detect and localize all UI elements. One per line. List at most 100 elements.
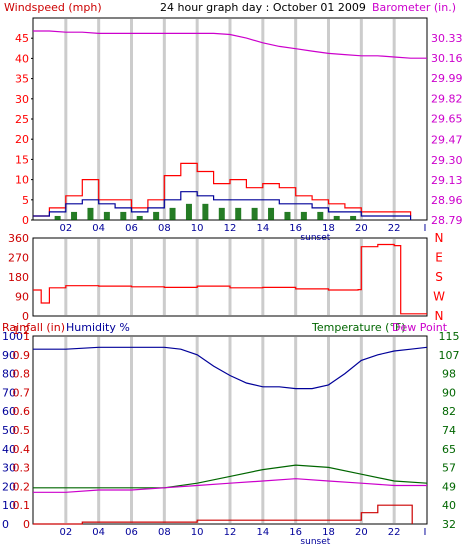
wind-average-line [33, 191, 412, 220]
rain-tick-label: 0.2 [13, 480, 31, 493]
panel-direction-frame [32, 237, 428, 317]
humidity-tick-label: 40 [2, 443, 16, 456]
temperature-tick-label: 115 [439, 330, 460, 343]
rain-tick-label: 0.4 [13, 443, 31, 456]
x-tick-label: 12 [224, 527, 237, 538]
wind-tick-label: 10 [15, 174, 29, 187]
x-tick-label: I [424, 223, 427, 234]
chart-title: 24 hour graph day : October 01 2009 [160, 1, 366, 14]
humidity-tick-label: 70 [2, 386, 16, 399]
wind-tick-label: 15 [15, 153, 29, 166]
baro-tick-label: 30.16 [431, 52, 463, 65]
temperature-tick-label: 57 [442, 462, 456, 475]
temperature-tick-label: 74 [442, 424, 456, 437]
wind-tick-label: 0 [22, 214, 29, 227]
baro-tick-label: 30.33 [431, 32, 463, 45]
x-tick-label: 20 [355, 527, 368, 538]
direction-tick-label: 270 [8, 252, 29, 265]
humidity-tick-label: 100 [2, 330, 23, 343]
rain-tick-label: 0.6 [13, 405, 31, 418]
rain-tick-label: 0.5 [13, 424, 31, 437]
sunset-marker-label: sunset [300, 537, 330, 547]
x-tick-label: 14 [256, 223, 269, 234]
wind-tick-label: 40 [15, 52, 29, 65]
rain-tick-label: 0.9 [13, 349, 31, 362]
x-tick-label: 18 [322, 223, 335, 234]
temperature-tick-label: 49 [442, 480, 456, 493]
rainfall-axis-title: Rainfall (in) [2, 321, 65, 334]
baro-tick-label: 29.13 [431, 174, 463, 187]
direction-tick-label: 90 [15, 291, 29, 304]
baro-tick-label: 28.79 [431, 214, 463, 227]
humidity-tick-label: 0 [2, 518, 9, 531]
rain-tick-label: 0.1 [13, 499, 31, 512]
rain-tick-label: 0.8 [13, 368, 31, 381]
baro-tick-label: 29.65 [431, 112, 463, 125]
rain-tick-label: 0.3 [13, 462, 31, 475]
compass-tick-label: W [433, 290, 445, 304]
series-layer [33, 30, 428, 525]
wind-tick-label: 5 [22, 194, 29, 207]
x-tick-label: 14 [256, 527, 269, 538]
x-tick-label: 06 [125, 223, 138, 234]
humidity-tick-label: 50 [2, 424, 16, 437]
barometer-axis-title: Barometer (in.) [372, 1, 456, 14]
humidity-tick-label: 60 [2, 405, 16, 418]
humidity-tick-label: 20 [2, 480, 16, 493]
direction-tick-label: 180 [8, 271, 29, 284]
compass-tick-label: N [435, 309, 444, 323]
x-tick-label: 10 [191, 223, 204, 234]
rain-tick-label: 0.7 [13, 386, 31, 399]
x-tick-label: 16 [289, 527, 302, 538]
x-tick-label: 12 [224, 223, 237, 234]
x-tick-label: 22 [388, 223, 401, 234]
dewpoint-axis-title: Dew Point [392, 321, 448, 334]
temperature-axis-title: Temperature (°F) [311, 321, 406, 334]
baro-tick-label: 29.82 [431, 92, 463, 105]
x-tick-label: I [424, 527, 427, 538]
rain-tick-label: 0 [23, 518, 30, 531]
x-tick-label: 04 [92, 223, 105, 234]
temperature-tick-label: 107 [439, 349, 460, 362]
x-tick-label: 04 [92, 527, 105, 538]
x-tick-label: 08 [158, 223, 171, 234]
dewpoint-line [33, 478, 427, 493]
baro-tick-label: 28.96 [431, 194, 463, 207]
direction-tick-label: 0 [22, 310, 29, 323]
humidity-tick-label: 80 [2, 368, 16, 381]
x-tick-label: 02 [59, 527, 72, 538]
windspeed-axis-title: Windspeed (mph) [4, 1, 102, 14]
temperature-tick-label: 98 [442, 368, 456, 381]
compass-tick-label: E [435, 251, 443, 265]
temperature-line [33, 464, 428, 489]
wind-tick-label: 30 [15, 93, 29, 106]
x-tick-label: 10 [191, 527, 204, 538]
humidity-line [33, 346, 428, 390]
humidity-tick-label: 10 [2, 499, 16, 512]
compass-tick-label: S [435, 270, 443, 284]
wind-gust-line [33, 162, 412, 217]
barometer-line [33, 30, 427, 59]
humidity-tick-label: 30 [2, 462, 16, 475]
temperature-tick-label: 40 [442, 499, 456, 512]
baro-tick-label: 29.30 [431, 154, 463, 167]
rainfall-line [33, 504, 413, 525]
x-tick-label: 20 [355, 223, 368, 234]
wind-direction-line [33, 243, 427, 315]
temperature-tick-label: 65 [442, 443, 456, 456]
x-tick-label: 16 [289, 223, 302, 234]
wind-tick-label: 45 [15, 32, 29, 45]
humidity-axis-title: Humidity % [66, 321, 130, 334]
rain-tick-label: 1.2 [13, 324, 31, 337]
direction-tick-label: 360 [8, 232, 29, 245]
x-tick-label: 06 [125, 527, 138, 538]
x-tick-label: 18 [322, 527, 335, 538]
rain-tick-label: 1 [23, 330, 30, 343]
x-tick-label: 08 [158, 527, 171, 538]
humidity-tick-label: 90 [2, 349, 16, 362]
compass-tick-label: N [435, 231, 444, 245]
baro-tick-label: 29.47 [431, 134, 463, 147]
temperature-tick-label: 32 [442, 518, 456, 531]
